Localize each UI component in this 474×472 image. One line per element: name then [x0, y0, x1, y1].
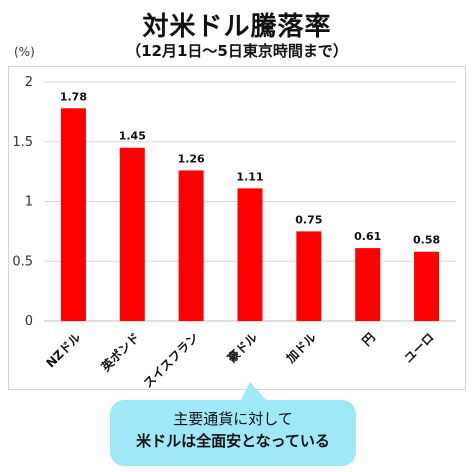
y-axis-label: (%): [14, 45, 35, 59]
callout-text: 主要通貨に対して 米ドルは全面安となっている: [110, 408, 356, 452]
chart-subtitle: （12月1日〜5日東京時間まで）: [126, 42, 348, 60]
callout-line-2: 米ドルは全面安となっている: [136, 432, 330, 450]
callout-line-1: 主要通貨に対して: [173, 410, 293, 428]
bar: [60, 108, 86, 321]
x-tick-label: 円: [359, 330, 377, 348]
bar: [296, 231, 322, 321]
x-tick-label: 英ポンド: [98, 330, 143, 375]
x-tick-label: 豪ドル: [224, 330, 260, 366]
data-label: 1.45: [119, 130, 146, 143]
bar: [178, 170, 204, 321]
y-tick-label: 1.5: [12, 135, 33, 150]
callout-pointer: [240, 382, 268, 402]
data-label: 0.75: [295, 213, 322, 226]
chart-frame: [8, 66, 466, 390]
bar: [237, 188, 263, 321]
data-label: 0.58: [413, 234, 440, 247]
y-tick-label: 2: [25, 75, 33, 90]
y-tick-label: 0.5: [12, 254, 33, 269]
callout-box: [110, 400, 356, 466]
chart-title: 対米ドル騰落率: [142, 12, 332, 42]
x-tick-label: NZドル: [43, 330, 83, 370]
y-tick-label: 0: [25, 314, 33, 329]
bar: [355, 248, 381, 321]
bar: [414, 251, 440, 321]
data-label: 1.78: [60, 90, 87, 103]
data-label: 1.26: [178, 152, 205, 165]
x-tick-label: ユーロ: [401, 330, 436, 365]
data-label: 1.11: [236, 170, 263, 183]
x-tick-label: スイスフラン: [141, 330, 202, 391]
bar: [119, 147, 145, 321]
y-tick-label: 1: [25, 195, 33, 210]
data-label: 0.61: [354, 230, 381, 243]
x-tick-label: 加ドル: [282, 330, 319, 367]
